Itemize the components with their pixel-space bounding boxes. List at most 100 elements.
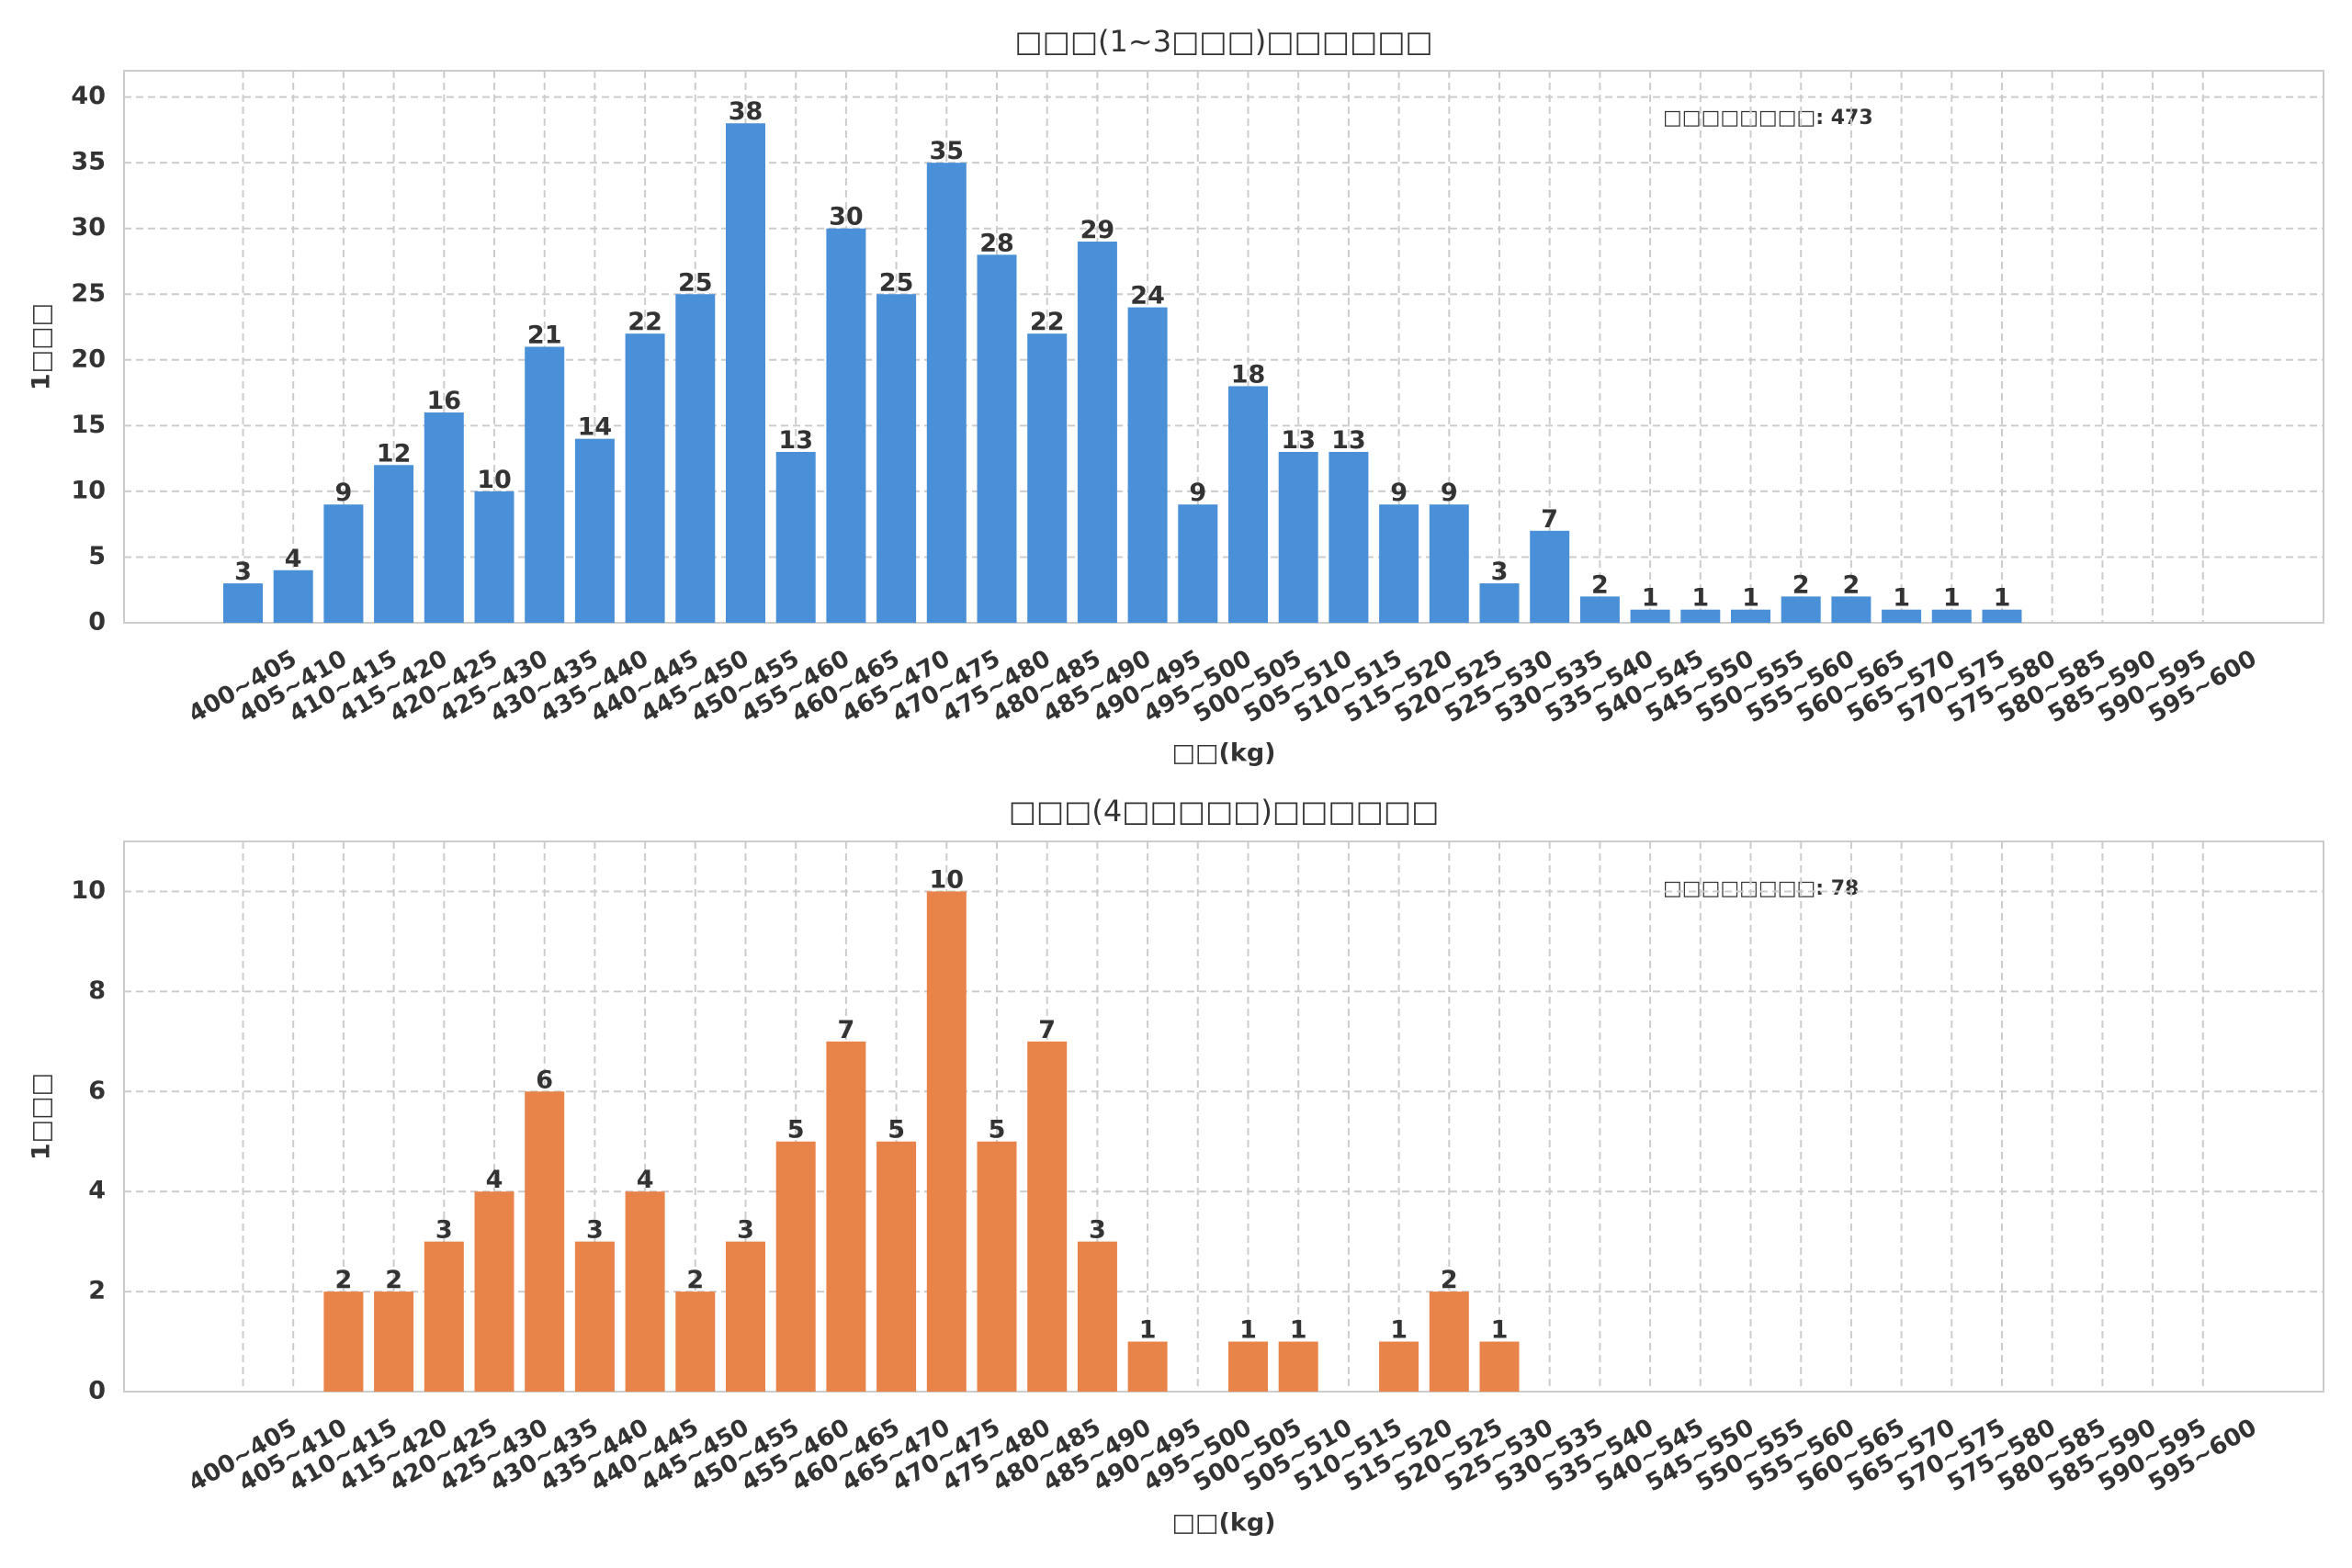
bar bbox=[1982, 609, 2022, 623]
data-label: 29 bbox=[1080, 216, 1115, 244]
bar bbox=[1579, 596, 1620, 623]
data-label: 2 bbox=[1591, 570, 1609, 599]
bar bbox=[826, 228, 866, 623]
y-tick-label: 10 bbox=[71, 476, 106, 504]
bar bbox=[323, 1292, 364, 1392]
bar bbox=[1228, 386, 1268, 623]
data-label: 18 bbox=[1231, 360, 1266, 389]
bar bbox=[726, 123, 765, 623]
data-label: 1 bbox=[1290, 1316, 1307, 1345]
bar bbox=[1680, 609, 1721, 623]
y-tick-label: 4 bbox=[88, 1177, 106, 1205]
y-tick-label: 30 bbox=[71, 213, 106, 242]
y-axis-label: 1□□□ bbox=[28, 303, 56, 390]
data-label: 22 bbox=[1030, 308, 1065, 336]
x-axis-label: □□(kg) bbox=[1172, 1509, 1276, 1538]
data-label: 7 bbox=[838, 1016, 855, 1044]
bar bbox=[574, 1241, 615, 1392]
bar bbox=[625, 1191, 665, 1392]
bar bbox=[424, 412, 464, 623]
y-tick-label: 6 bbox=[88, 1077, 106, 1105]
data-label: 1 bbox=[1642, 584, 1659, 613]
data-label: 2 bbox=[686, 1266, 704, 1294]
y-tick-label: 0 bbox=[88, 1377, 106, 1405]
annotation: □□□□□□□□: 78 bbox=[1663, 877, 1859, 900]
data-label: 13 bbox=[1281, 426, 1316, 455]
data-label: 9 bbox=[1441, 479, 1458, 507]
y-axis-label: 1□□□ bbox=[28, 1073, 56, 1160]
bar bbox=[1228, 1341, 1268, 1392]
bar bbox=[775, 451, 816, 623]
data-label: 10 bbox=[477, 466, 512, 494]
data-label: 16 bbox=[427, 387, 462, 415]
data-label: 38 bbox=[729, 97, 763, 126]
data-label: 1 bbox=[1893, 584, 1910, 613]
data-label: 1 bbox=[1742, 584, 1759, 613]
bar bbox=[574, 438, 615, 623]
data-label: 1 bbox=[1239, 1316, 1257, 1345]
x-axis-label: □□(kg) bbox=[1172, 739, 1276, 768]
data-label: 2 bbox=[385, 1266, 402, 1294]
bar bbox=[675, 294, 716, 623]
bar bbox=[525, 1091, 565, 1392]
annotation: □□□□□□□□: 473 bbox=[1663, 107, 1873, 130]
data-label: 14 bbox=[578, 413, 613, 442]
bar bbox=[926, 163, 967, 623]
bar bbox=[374, 1292, 414, 1392]
bar bbox=[1178, 504, 1218, 623]
data-label: 1 bbox=[1139, 1316, 1157, 1345]
bar bbox=[1027, 1041, 1068, 1392]
bar bbox=[726, 1241, 765, 1392]
data-label: 1 bbox=[1390, 1316, 1408, 1345]
y-tick-label: 40 bbox=[71, 82, 106, 110]
bar bbox=[374, 465, 414, 623]
data-label: 1 bbox=[1994, 584, 2011, 613]
bar bbox=[1278, 451, 1318, 623]
data-label: 9 bbox=[335, 479, 353, 507]
bar bbox=[1429, 1292, 1469, 1392]
bar bbox=[474, 1191, 514, 1392]
data-label: 1 bbox=[1943, 584, 1961, 613]
bar bbox=[525, 346, 565, 623]
data-label: 4 bbox=[637, 1166, 654, 1194]
data-label: 22 bbox=[628, 308, 662, 336]
data-label: 1 bbox=[1691, 584, 1709, 613]
bar bbox=[1479, 1341, 1520, 1392]
bar bbox=[977, 254, 1017, 623]
bar bbox=[1429, 504, 1469, 623]
y-tick-label: 0 bbox=[88, 608, 106, 637]
bar bbox=[876, 1141, 917, 1392]
y-tick-label: 8 bbox=[88, 976, 106, 1005]
data-label: 12 bbox=[377, 439, 412, 468]
data-label: 1 bbox=[1491, 1316, 1509, 1345]
chart-title: □□□(1~3□□□)□□□□□□ bbox=[1014, 24, 1432, 59]
bar bbox=[1127, 307, 1168, 623]
data-label: 28 bbox=[979, 229, 1014, 257]
data-label: 7 bbox=[1541, 505, 1558, 534]
data-label: 7 bbox=[1038, 1016, 1056, 1044]
y-tick-label: 35 bbox=[71, 148, 106, 176]
y-tick-label: 25 bbox=[71, 279, 106, 308]
chart-title: □□□(4□□□□□)□□□□□□ bbox=[1009, 794, 1440, 829]
data-label: 2 bbox=[1792, 570, 1810, 599]
bar bbox=[1831, 596, 1871, 623]
data-label: 4 bbox=[285, 545, 302, 573]
bar bbox=[1329, 451, 1369, 623]
bar bbox=[1379, 1341, 1419, 1392]
bar bbox=[273, 570, 313, 623]
bar bbox=[926, 891, 967, 1392]
bar bbox=[977, 1141, 1017, 1392]
data-label: 13 bbox=[778, 426, 813, 455]
bar bbox=[424, 1241, 464, 1392]
bar bbox=[775, 1141, 816, 1392]
bar bbox=[1077, 1241, 1117, 1392]
bar bbox=[1077, 242, 1117, 623]
data-label: 6 bbox=[536, 1066, 553, 1094]
y-tick-label: 5 bbox=[88, 542, 106, 570]
data-label: 5 bbox=[888, 1116, 905, 1145]
bar bbox=[1027, 333, 1068, 623]
data-label: 3 bbox=[586, 1216, 604, 1245]
bar bbox=[1278, 1341, 1318, 1392]
data-label: 2 bbox=[1843, 570, 1860, 599]
